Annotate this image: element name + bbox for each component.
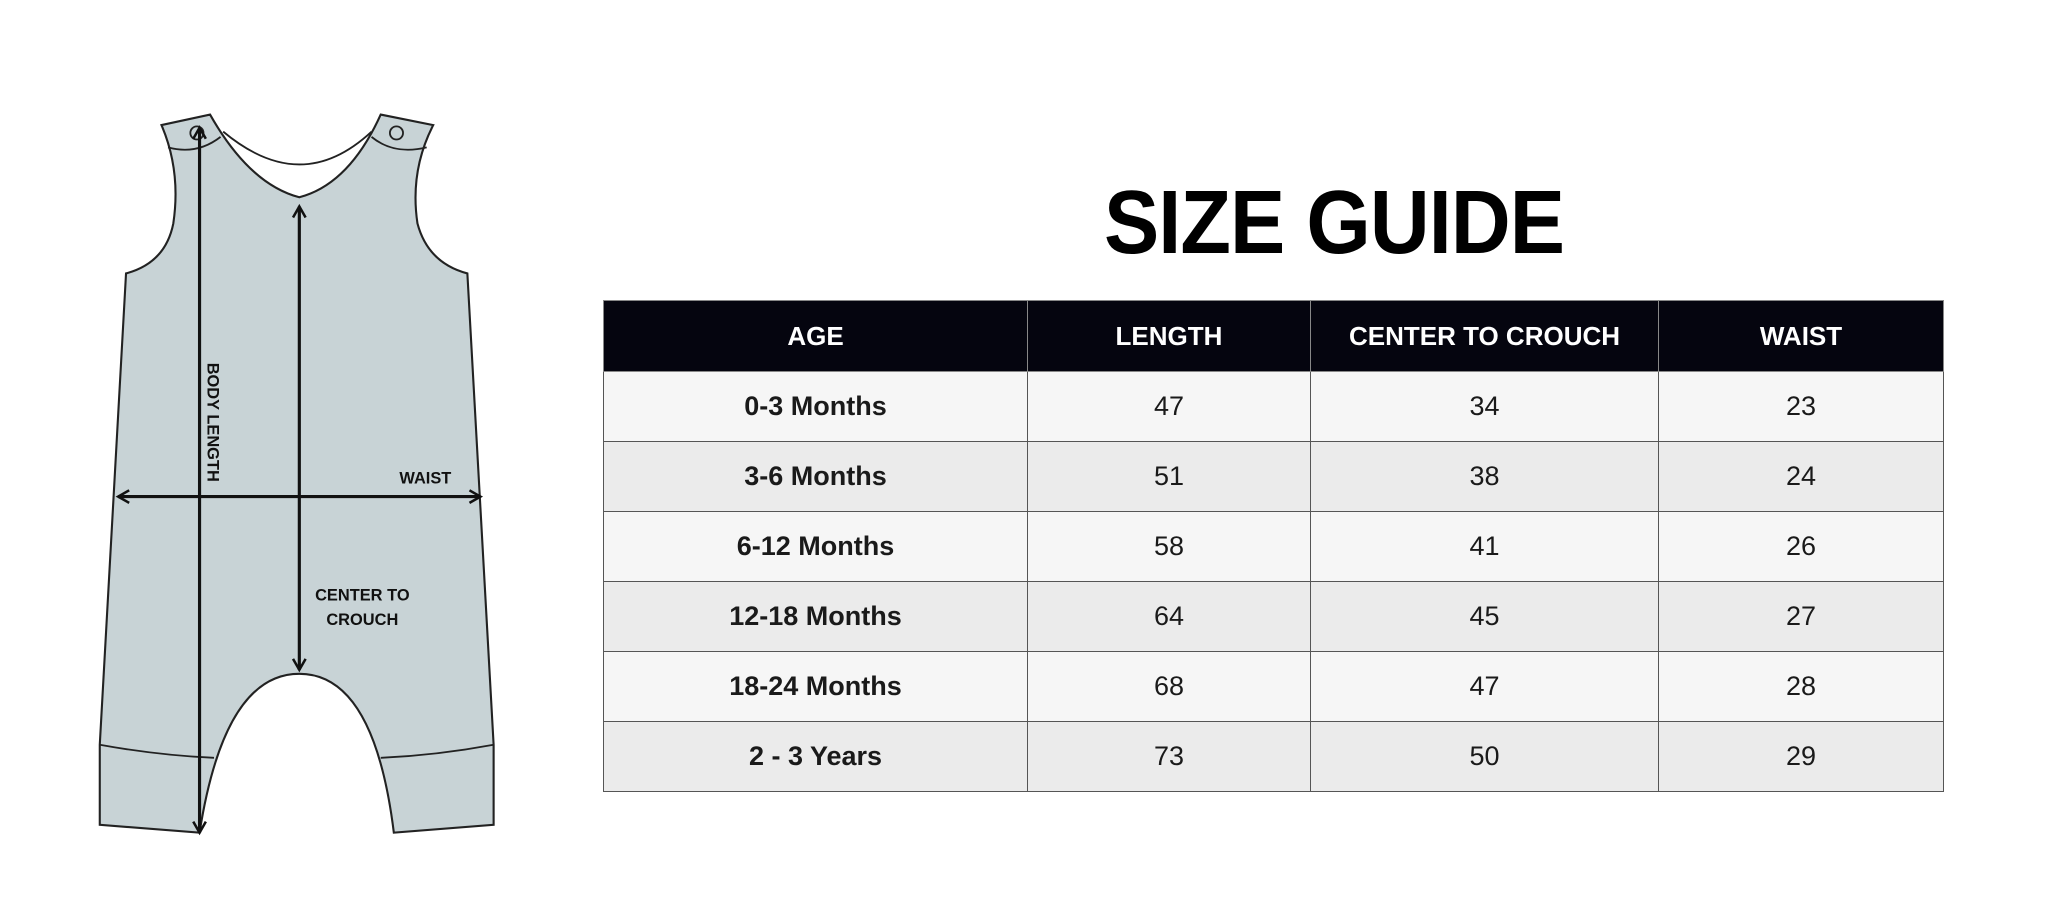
page-title: SIZE GUIDE <box>1103 173 1565 273</box>
center-to-crouch-label-line1: CENTER TO <box>315 586 410 604</box>
length-cell: 68 <box>1027 651 1311 722</box>
waist-cell: 29 <box>1658 721 1944 792</box>
length-cell: 58 <box>1027 511 1311 582</box>
age-cell: 12-18 Months <box>603 581 1028 652</box>
length-cell: 64 <box>1027 581 1311 652</box>
waist-cell: 26 <box>1658 511 1944 582</box>
waist-cell: 23 <box>1658 371 1944 442</box>
table-row: 3-6 Months 51 38 24 <box>603 441 1944 512</box>
table-row: 18-24 Months 68 47 28 <box>603 651 1944 722</box>
body-length-label: BODY LENGTH <box>203 363 221 482</box>
age-cell: 3-6 Months <box>603 441 1028 512</box>
length-cell: 47 <box>1027 371 1311 442</box>
table-row: 0-3 Months 47 34 23 <box>603 371 1944 442</box>
size-table: AGE LENGTH CENTER TO CROUCH WAIST 0-3 Mo… <box>603 300 1944 792</box>
right-button-icon <box>388 125 404 141</box>
center-to-crouch-cell: 34 <box>1310 371 1659 442</box>
center-to-crouch-cell: 41 <box>1310 511 1659 582</box>
waist-cell: 24 <box>1658 441 1944 512</box>
table-row: 6-12 Months 58 41 26 <box>603 511 1944 582</box>
age-cell: 6-12 Months <box>603 511 1028 582</box>
table-header-row: AGE LENGTH CENTER TO CROUCH WAIST <box>603 300 1944 372</box>
center-to-crouch-cell: 38 <box>1310 441 1659 512</box>
age-cell: 18-24 Months <box>603 651 1028 722</box>
center-to-crouch-cell: 45 <box>1310 581 1659 652</box>
header-center-to-crouch: CENTER TO CROUCH <box>1310 300 1659 372</box>
length-cell: 51 <box>1027 441 1311 512</box>
waist-cell: 27 <box>1658 581 1944 652</box>
length-cell: 73 <box>1027 721 1311 792</box>
waist-cell: 28 <box>1658 651 1944 722</box>
header-length: LENGTH <box>1027 300 1311 372</box>
neck-back-line <box>222 130 373 166</box>
center-to-crouch-label-line2: CROUCH <box>326 611 398 629</box>
center-to-crouch-cell: 50 <box>1310 721 1659 792</box>
right-shoulder-seam <box>370 136 427 151</box>
header-age: AGE <box>603 300 1028 372</box>
right-cuff-line <box>380 743 494 759</box>
table-row: 12-18 Months 64 45 27 <box>603 581 1944 652</box>
table-row: 2 - 3 Years 73 50 29 <box>603 721 1944 792</box>
center-to-crouch-cell: 47 <box>1310 651 1659 722</box>
header-waist: WAIST <box>1658 300 1944 372</box>
age-cell: 0-3 Months <box>603 371 1028 442</box>
waist-label: WAIST <box>399 469 451 487</box>
age-cell: 2 - 3 Years <box>603 721 1028 792</box>
